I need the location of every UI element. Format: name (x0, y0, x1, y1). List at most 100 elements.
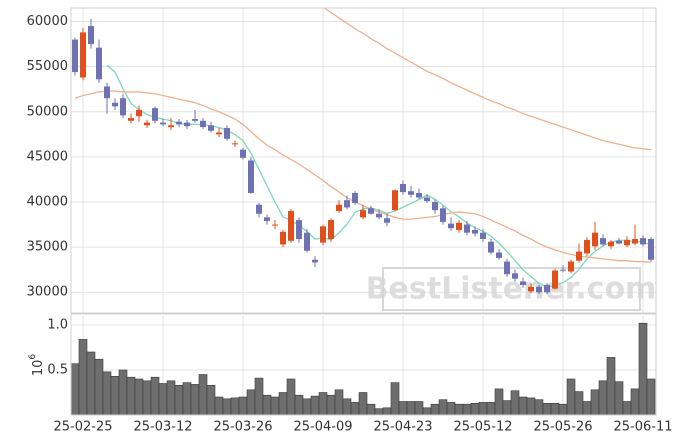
x-tick-label: 25-05-12 (453, 420, 512, 435)
candle-body (160, 122, 166, 125)
candle-body (296, 220, 302, 240)
panel-frame (70, 313, 657, 416)
volume-bar (438, 399, 448, 416)
volume-bar (406, 401, 416, 416)
volume-bar (182, 382, 192, 416)
volume-bar (494, 388, 504, 416)
candle-body (576, 251, 582, 261)
volume-bar (502, 400, 512, 416)
volume-bar (310, 395, 320, 416)
volume-bar (430, 403, 440, 416)
volume-bar (606, 357, 616, 416)
volume-bar (446, 402, 456, 416)
volume-bar (270, 396, 280, 416)
plot-area (72, 8, 654, 295)
volume-bar (478, 402, 488, 416)
volume-bar (598, 380, 608, 416)
candle-body (512, 273, 518, 279)
volume-bar (70, 363, 80, 416)
candle-body (96, 47, 102, 80)
volume-bar (630, 388, 640, 416)
volume-bar (102, 371, 112, 416)
candle-body (224, 128, 230, 139)
volume-bar (174, 384, 184, 416)
volume-bar (646, 378, 656, 416)
candle-body (480, 232, 486, 240)
candle-body (248, 160, 254, 193)
x-tick-label: 25-04-23 (373, 420, 432, 435)
x-tick-label: 25-03-26 (213, 420, 272, 435)
volume-bar (326, 394, 336, 416)
volume-bar (510, 390, 520, 416)
candle-body (184, 122, 190, 127)
volume-bar (150, 376, 160, 416)
candle-body (584, 239, 590, 254)
candle-body (536, 286, 542, 293)
candle-body (464, 224, 470, 233)
candle-body (568, 261, 574, 272)
candle-body (416, 192, 422, 198)
volume-bar (590, 389, 600, 416)
volume-bar (190, 384, 200, 416)
candle-body (136, 109, 142, 117)
candle-body (520, 281, 526, 286)
volume-bar (278, 392, 288, 416)
candle-body (88, 26, 94, 45)
candle-body (104, 86, 110, 99)
candle-body (360, 210, 366, 218)
volume-bar (486, 402, 496, 416)
volume-bar (366, 403, 376, 416)
volume-bar (542, 402, 552, 416)
candle-body (384, 218, 390, 223)
x-tick-label: 25-05-26 (533, 420, 592, 435)
x-tick-label: 25-04-09 (293, 420, 352, 435)
volume-bar (558, 403, 568, 416)
candle-body (496, 252, 502, 258)
volume-bar (246, 389, 256, 416)
volume-bar (526, 397, 536, 416)
candle-body (168, 125, 174, 128)
volume-bar (622, 401, 632, 416)
candle-body (560, 269, 566, 271)
candle-body (144, 122, 150, 126)
moving-average-line (74, 90, 652, 264)
candle-body (264, 217, 270, 221)
candle-body (232, 143, 238, 145)
volume-bar (214, 396, 224, 416)
candle-body (152, 108, 158, 121)
volume-bar (638, 322, 648, 416)
candle-body (600, 238, 606, 245)
volume-bar (398, 401, 408, 416)
candle-body (528, 286, 534, 292)
candle-body (552, 270, 558, 289)
volume-bar (78, 339, 88, 416)
candle-body (192, 118, 198, 121)
candle-body (256, 204, 262, 214)
candle-body (392, 190, 398, 211)
candle-body (640, 238, 646, 245)
panel-frame (70, 7, 657, 314)
candle-body (200, 120, 206, 128)
y-tick-label: 30000 (27, 285, 68, 300)
axis-label: 106 (28, 354, 46, 377)
candle-body (400, 183, 406, 193)
volume-bar (134, 378, 144, 416)
volume-bar (294, 394, 304, 416)
axis-label-base: 10 (31, 360, 46, 377)
volume-bar (382, 407, 392, 416)
volume-bar (422, 407, 432, 416)
volume-bar (142, 380, 152, 416)
volume-bar (254, 377, 264, 416)
volume-bar (318, 392, 328, 416)
candle-body (240, 149, 246, 158)
candle-body (616, 240, 622, 244)
candle-body (72, 39, 78, 73)
candle-body (632, 239, 638, 244)
candle-body (80, 32, 86, 78)
volume-bar (358, 392, 368, 416)
candle-body (304, 232, 310, 251)
candle-body (176, 121, 182, 125)
watermark-box (382, 267, 641, 311)
y-tick-label: 60000 (27, 14, 68, 29)
volume-axis-label: 106 (28, 354, 46, 377)
